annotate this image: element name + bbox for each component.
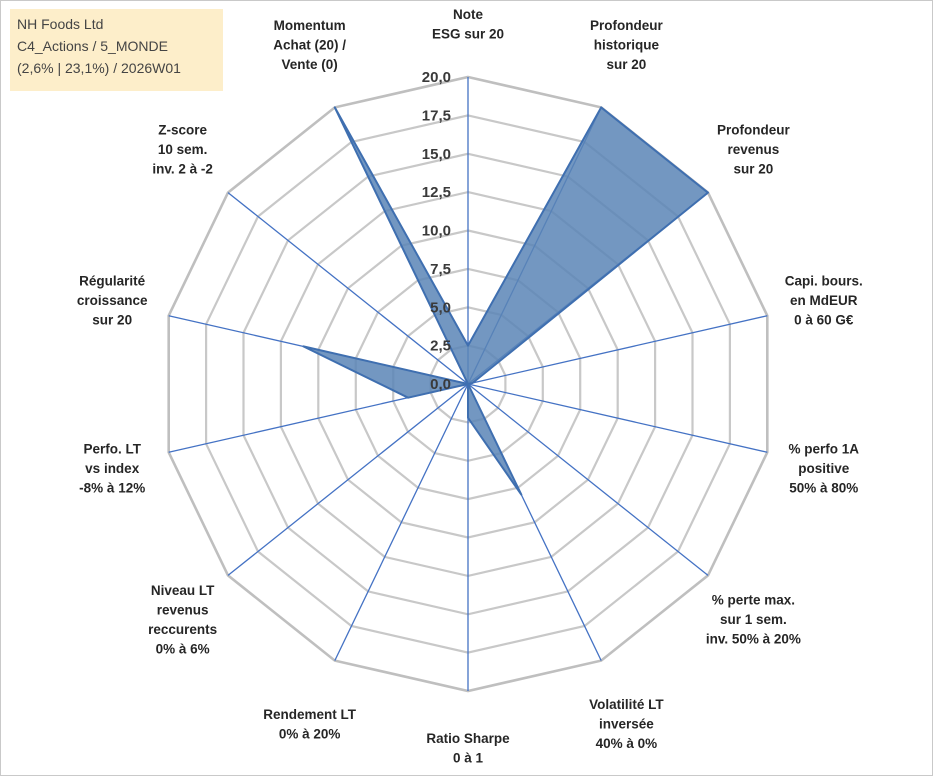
category-label: C4_Actions / 5_MONDE — [17, 38, 168, 54]
tick-label: 15,0 — [422, 146, 451, 163]
axis-label: Z-score 10 sem. inv. 2 à -2 — [152, 122, 213, 176]
tick-label: 20,0 — [422, 69, 451, 86]
info-box: NH Foods Ltd C4_Actions / 5_MONDE (2,6% … — [10, 9, 223, 91]
tick-label: 17,5 — [422, 107, 451, 124]
series-area — [302, 106, 709, 496]
axis-label: % perfo 1A positive 50% à 80% — [789, 441, 860, 495]
axis-labels: Note ESG sur 20 Profondeur historique sur 20… — [77, 7, 863, 766]
axis-label: Profondeur revenus sur 20 — [717, 122, 790, 176]
axis-label: Niveau LT revenus reccurents 0% à 6% — [148, 583, 217, 657]
axis-label: Momentum Achat (20) / Vente (0) — [273, 18, 346, 72]
axis-line — [227, 192, 469, 385]
tick-label: 10,0 — [422, 223, 451, 240]
axis-line — [467, 315, 768, 385]
axis-label: Volatilité LT inversée 40% à 0% — [589, 697, 664, 751]
company-name: NH Foods Ltd — [17, 16, 104, 32]
axis-line — [467, 383, 709, 576]
axis-line — [334, 383, 469, 661]
axis-label: Note ESG sur 20 — [432, 7, 504, 42]
tick-label: 12,5 — [422, 184, 451, 201]
axis-label: Capi. bours. en MdEUR 0 à 60 G€ — [785, 274, 863, 328]
tick-labels: 0,0 2,5 5,0 7,5 10,0 12,5 15,0 17,5 20,0 — [422, 69, 451, 393]
axis-line — [467, 383, 768, 453]
tick-label: 2,5 — [430, 338, 451, 355]
axis-label: Régularité croissance sur 20 — [77, 274, 148, 328]
tick-label: 0,0 — [430, 376, 451, 393]
tick-label: 5,0 — [430, 299, 451, 316]
axis-label: Profondeur historique sur 20 — [590, 18, 663, 72]
tick-label: 7,5 — [430, 261, 451, 278]
axis-label: Ratio Sharpe 0 à 1 — [426, 731, 510, 766]
detail-label: (2,6% | 23,1%) / 2026W01 — [17, 60, 181, 76]
axis-label: % perte max. sur 1 sem. inv. 50% à 20% — [706, 593, 801, 647]
axis-line — [227, 383, 469, 576]
axis-label: Rendement LT 0% à 20% — [263, 707, 357, 742]
axis-label: Perfo. LT vs index -8% à 12% — [79, 441, 145, 495]
